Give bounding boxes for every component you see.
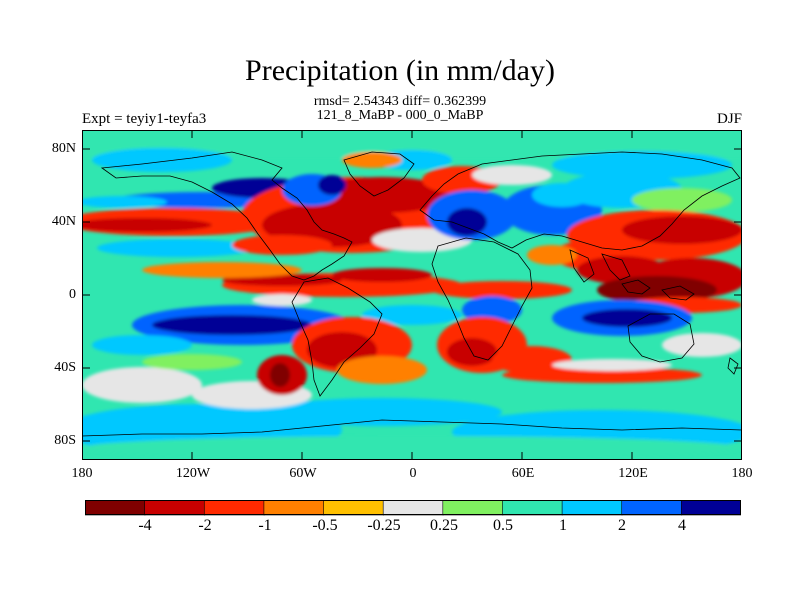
- season-label: DJF: [716, 111, 742, 127]
- colorbar-swatch: [502, 500, 563, 516]
- lon-label-60e: 60E: [511, 466, 535, 481]
- precipitation-map: [82, 130, 742, 460]
- rmsd-diff-line: rmsd= 2.54343 diff= 0.362399: [313, 94, 487, 109]
- lon-label-0: 0: [409, 466, 417, 481]
- colorbar-label: -0.5: [312, 517, 338, 534]
- lon-label-180e: 180: [731, 466, 753, 481]
- colorbar-label: 4: [678, 517, 686, 534]
- colorbar-swatch: [85, 500, 146, 516]
- colorbar-swatch: [144, 500, 206, 516]
- lon-label-60w: 60W: [289, 466, 317, 481]
- experiment-label: Expt = teyiy1-teyfa3: [82, 111, 207, 127]
- colorbar-swatch: [442, 500, 504, 516]
- lon-label-180w: 180: [71, 466, 93, 481]
- colorbar-swatch: [263, 500, 325, 516]
- colorbar-swatch: [323, 500, 384, 516]
- colorbar-swatch: [681, 500, 741, 516]
- colorbar: [85, 500, 741, 516]
- precip-field: [82, 130, 742, 460]
- statistics-header: rmsd= 2.54343 diff= 0.362399 121_8_MaBP …: [0, 95, 800, 123]
- colorbar-label: -4: [138, 517, 152, 534]
- lat-label-equator: 0: [69, 287, 76, 302]
- colorbar-swatch: [621, 500, 683, 516]
- colorbar-label: -0.25: [367, 517, 401, 534]
- colorbar-swatch: [203, 500, 265, 516]
- colorbar-swatch: [382, 500, 444, 516]
- colorbar-swatch: [561, 500, 623, 516]
- lon-label-120e: 120E: [618, 466, 648, 481]
- map-title: Precipitation (in mm/day): [245, 54, 555, 87]
- colorbar-label: 0.25: [430, 517, 458, 534]
- coastlines: [82, 151, 742, 460]
- colorbar-label: 1: [559, 517, 567, 534]
- lat-label-80n: 80N: [51, 141, 76, 156]
- lat-label-40n: 40N: [51, 214, 76, 229]
- colorbar-label: 0.5: [493, 517, 513, 534]
- lon-label-120w: 120W: [175, 466, 211, 481]
- period-line: 121_8_MaBP - 000_0_MaBP: [316, 108, 484, 123]
- axis-ticks: [82, 130, 742, 460]
- colorbar-label: -2: [198, 517, 212, 534]
- lat-label-40s: 40S: [54, 360, 76, 375]
- colorbar-label: -1: [258, 517, 272, 534]
- lat-label-80s: 80S: [54, 433, 76, 448]
- colorbar-label: 2: [618, 517, 626, 534]
